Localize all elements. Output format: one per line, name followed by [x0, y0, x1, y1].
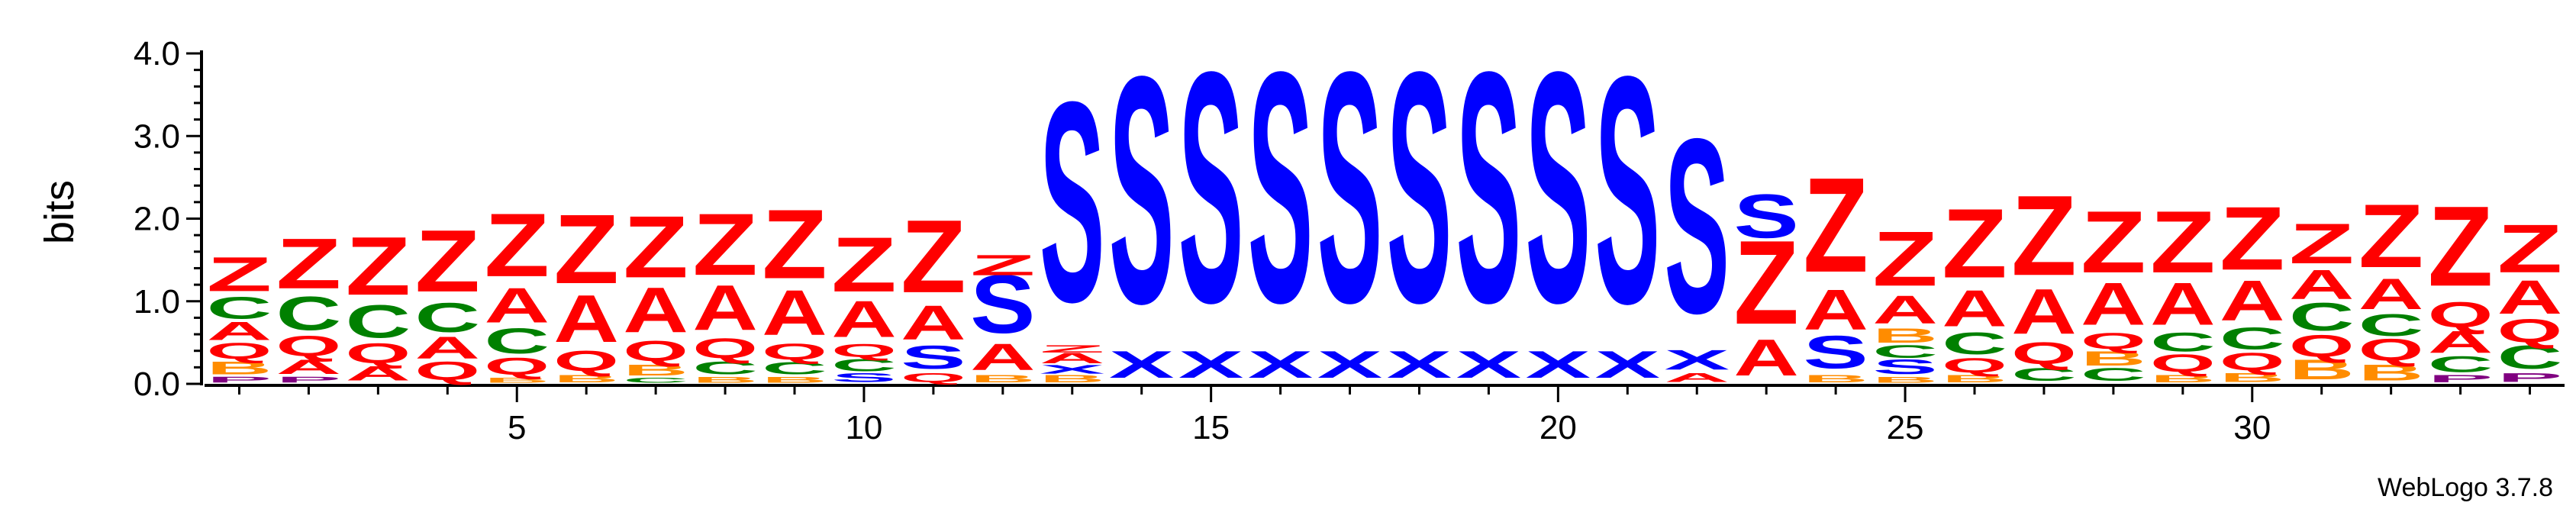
logo-letter-Z: Z	[1872, 215, 1937, 302]
logo-letter-Z: Z	[831, 221, 896, 308]
logo-letter-S: S	[1733, 182, 1798, 251]
logo-letter-Z: Z	[2011, 172, 2076, 299]
y-tick-label: 0.0	[134, 366, 180, 403]
logo-letter-S: S	[1109, 10, 1174, 372]
logo-letter-S: S	[1248, 5, 1313, 372]
x-axis: 5 10 15 20 25 30	[205, 385, 2565, 446]
x-tick-label: 30	[2233, 409, 2271, 446]
logo-letter-Z: Z	[415, 212, 480, 311]
y-tick-label: 1.0	[134, 283, 180, 321]
x-tick-label: 15	[1192, 409, 1230, 446]
logo-letter-Z: Z	[2150, 193, 2215, 292]
x-tick-label: 5	[508, 409, 526, 446]
logo-letter-S: S	[1526, 5, 1591, 372]
logo-letter-S: S	[1664, 86, 1729, 366]
logo-letter-Z: Z	[346, 220, 411, 313]
logo-letter-Z: Z	[692, 196, 757, 295]
logo-letter-S: S	[1595, 10, 1660, 372]
logo-letter-Z: Z	[970, 249, 1035, 282]
logo-letter-Z: Z	[1942, 188, 2007, 298]
logo-letter-Z: Z	[623, 198, 688, 297]
logo-letter-Z: Z	[2358, 186, 2423, 287]
logo-letter-Z: Z	[2289, 211, 2354, 275]
logo-letter-Z: Z	[2497, 211, 2562, 287]
y-tick-label: 3.0	[134, 118, 180, 155]
logo-letter-Z: Z	[2081, 193, 2146, 292]
logo-letter-S: S	[1387, 5, 1452, 372]
logo-letter-Z: Z	[762, 188, 827, 299]
y-tick-label: 2.0	[134, 201, 180, 238]
logo-letter-Z: Z	[901, 199, 966, 315]
x-tick-label: 25	[1887, 409, 1924, 446]
logo-letter-S: S	[1317, 5, 1382, 372]
logo-letter-S: S	[1456, 5, 1521, 372]
logo-letter-Z: Z	[2220, 188, 2284, 289]
logo-letter-Z: Z	[207, 247, 272, 301]
y-tick-label: 4.0	[134, 35, 180, 72]
logo-letter-Z: Z	[276, 224, 341, 304]
logo-letter-Z: Z	[1803, 150, 1868, 300]
logo-letter-Z: Z	[2428, 182, 2493, 310]
weblogo-credit: WebLogo 3.7.8	[2378, 473, 2553, 502]
logo-letter-S: S	[1040, 43, 1104, 362]
logo-letter-S: S	[1178, 5, 1243, 372]
y-axis: 0.0 1.0 2.0 3.0 4.0	[134, 35, 202, 403]
logo-glyphs: PBQACZPAQCZAQCZQACZBQCAZBQAZCBQAZBCQAZBC…	[207, 5, 2563, 388]
y-axis-title: bits	[37, 180, 82, 244]
x-tick-label: 20	[1539, 409, 1577, 446]
logo-letter-Z: Z	[553, 194, 618, 304]
logo-letter-Z: Z	[484, 195, 549, 296]
x-tick-label: 10	[845, 409, 882, 446]
